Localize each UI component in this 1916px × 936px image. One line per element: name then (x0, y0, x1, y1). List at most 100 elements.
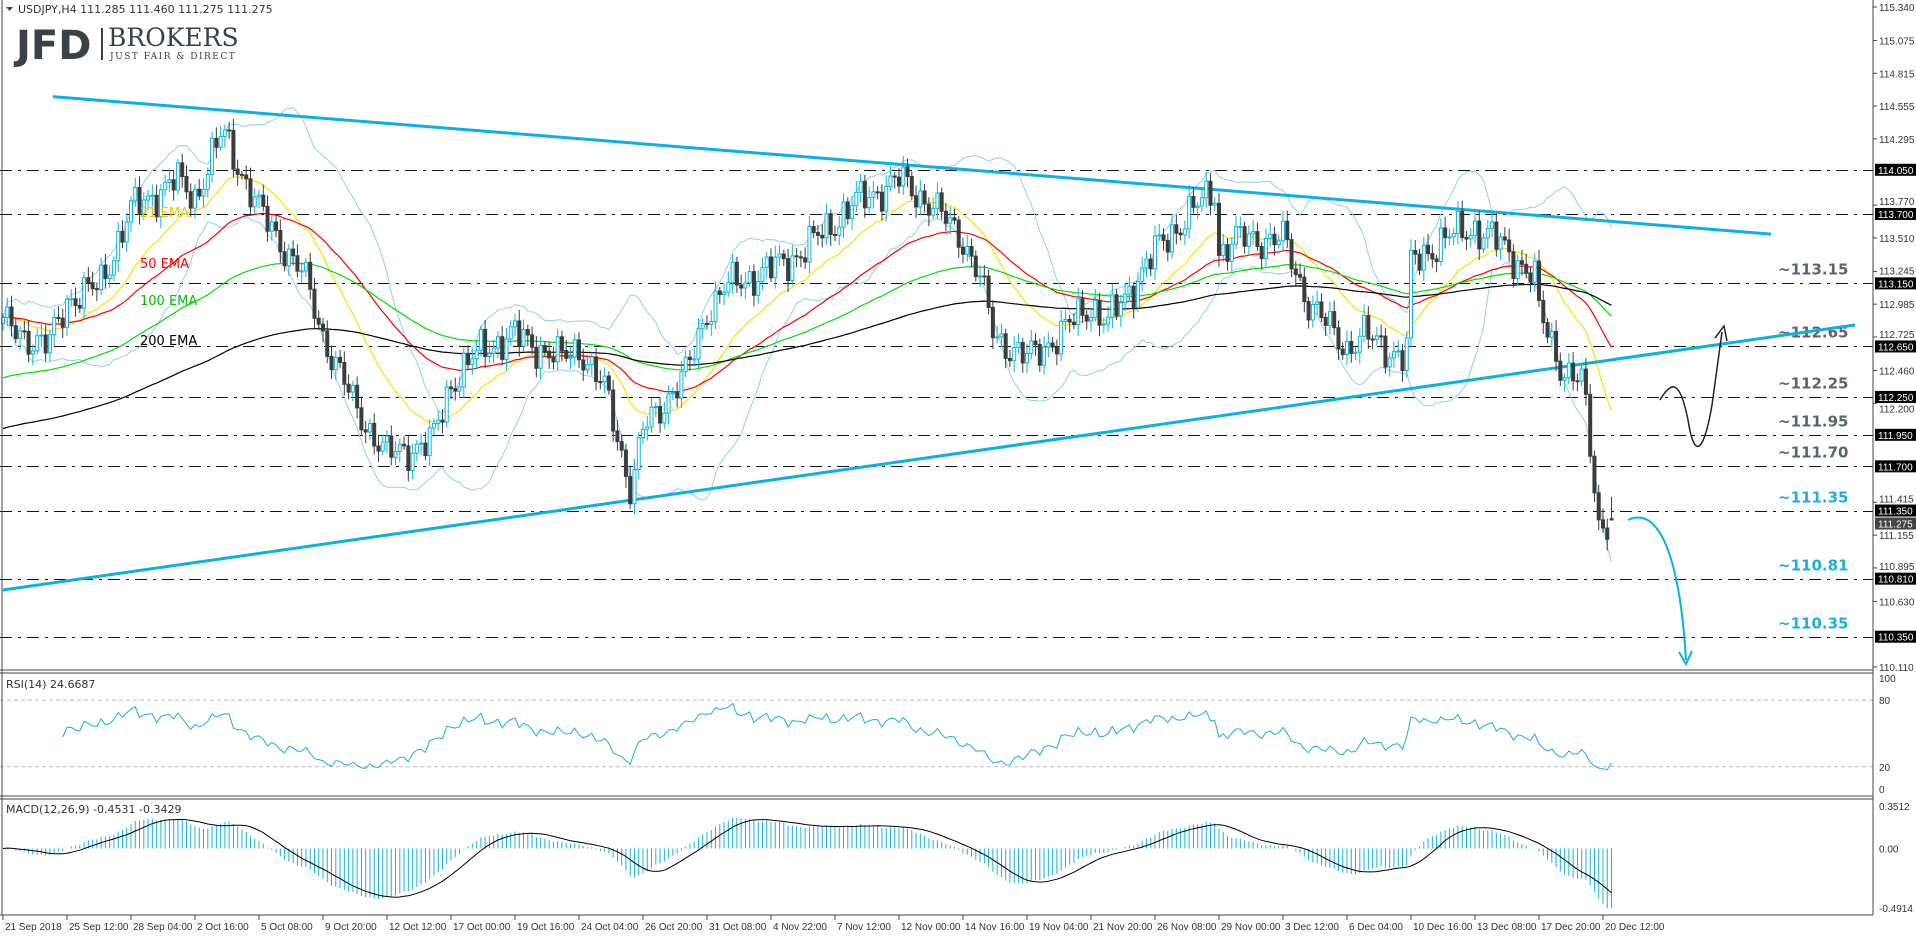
bullish-candle (1195, 201, 1200, 219)
candle-body (1409, 249, 1413, 339)
bullish-candle (193, 184, 197, 219)
candle-body (777, 253, 782, 258)
time-tick-label: 17 Oct 00:00 (453, 922, 511, 933)
level-badge (1875, 504, 1916, 517)
bearish-candle (483, 319, 488, 368)
bullish-candle (52, 308, 57, 346)
dropdown-triangle-icon[interactable] (6, 7, 13, 11)
bearish-candle (922, 184, 927, 213)
bullish-candle (124, 213, 129, 253)
candle-body (111, 260, 116, 276)
candle-body (773, 256, 778, 279)
time-tick-label: 31 Oct 08:00 (709, 922, 767, 933)
time-axis[interactable]: 21 Sep 2018 25 Sep 12:00 28 Sep 04:00 2 Oct… (2, 915, 1665, 933)
bearish-candle (406, 434, 411, 482)
bullish-candle (1089, 307, 1093, 332)
bearish-candle (581, 348, 586, 382)
candle-body (1191, 195, 1196, 208)
candle-body (1029, 340, 1034, 354)
bullish-candle (666, 385, 671, 425)
time-tick-label: 4 Nov 22:00 (773, 922, 827, 933)
candle-body (1276, 240, 1281, 246)
candle-body (338, 356, 343, 363)
bearish-candle (321, 318, 325, 343)
time-tick-label: 7 Nov 12:00 (837, 922, 891, 933)
candle-body (709, 321, 714, 325)
bullish-candle (888, 166, 893, 192)
candle-body (841, 201, 846, 228)
bearish-candle (909, 171, 914, 201)
bearish-candle (231, 119, 236, 178)
level-label: ~112.25 (1778, 375, 1848, 393)
bearish-candle (1289, 233, 1294, 278)
candle-body (568, 356, 573, 359)
bearish-candle (1571, 352, 1576, 391)
candle-body (193, 188, 197, 209)
price-tick-label: 110.895 (1879, 562, 1915, 573)
candle-body (897, 176, 901, 187)
price-axis[interactable]: 115.340 115.075 114.815 114.555 114.295 113.7… (1873, 3, 1916, 915)
candle-body (158, 189, 163, 218)
bearish-candle (1541, 290, 1546, 334)
bullish-candle (756, 270, 761, 304)
candle-body (500, 336, 505, 360)
candle-body (423, 442, 428, 457)
candle-body (525, 329, 530, 336)
bullish-candle (760, 257, 765, 290)
candle-body (1353, 351, 1358, 354)
candle-body (781, 253, 786, 260)
macd-tick-label: 0.3512 (1879, 802, 1910, 813)
candle-body (572, 339, 577, 358)
candle-body (969, 246, 974, 257)
bearish-candle (1242, 221, 1247, 254)
candle-body (943, 210, 948, 224)
candle-body (722, 291, 727, 296)
candle-body (26, 330, 31, 355)
bullish-candle (645, 415, 650, 441)
candle-body (227, 129, 232, 132)
candle-body (675, 391, 680, 399)
bearish-candle (359, 396, 364, 435)
bearish-candle (956, 216, 961, 258)
level-badge-value: 111.950 (1878, 431, 1913, 442)
bullish-candle (167, 168, 172, 192)
bullish-candle (1135, 272, 1140, 313)
bullish-candle (918, 179, 923, 215)
candle-body (1515, 260, 1520, 279)
price-tick-label: 113.770 (1879, 197, 1915, 208)
bearish-candle (615, 419, 620, 451)
candle-body (1025, 352, 1029, 364)
bullish-candle (1076, 287, 1081, 336)
time-tick-label: 5 Oct 08:00 (261, 922, 313, 933)
bullish-candle (513, 313, 517, 337)
bearish-candle (120, 220, 125, 249)
bearish-candle (534, 335, 539, 378)
candle-body (56, 316, 61, 319)
candle-body (662, 412, 667, 424)
bearish-candle (1511, 244, 1516, 288)
candle-body (1255, 231, 1260, 248)
bullish-candle (504, 328, 509, 371)
candle-body (1391, 351, 1396, 359)
candle-body (598, 380, 603, 383)
candle-body (1114, 294, 1119, 317)
bullish-candle (1182, 220, 1187, 245)
candle-body (1387, 357, 1392, 368)
ema-200-line (2, 283, 1612, 430)
bullish-candle (141, 192, 146, 220)
symbol-info: USDJPY,H4 111.285 111.460 111.275 111.27… (18, 3, 273, 16)
bearish-candle (1285, 210, 1290, 248)
price-tick-label: 110.110 (1879, 663, 1914, 674)
candle-body (470, 358, 475, 366)
candle-body (329, 355, 334, 371)
bullish-candle (807, 215, 812, 274)
bearish-candle (60, 309, 65, 339)
candle-body (1366, 315, 1371, 340)
bearish-candle (184, 165, 189, 200)
candle-body (487, 353, 492, 357)
candle-body (862, 180, 867, 209)
candle-body (628, 475, 633, 505)
candle-body (9, 306, 14, 327)
time-tick-label: 28 Sep 04:00 (133, 922, 193, 933)
